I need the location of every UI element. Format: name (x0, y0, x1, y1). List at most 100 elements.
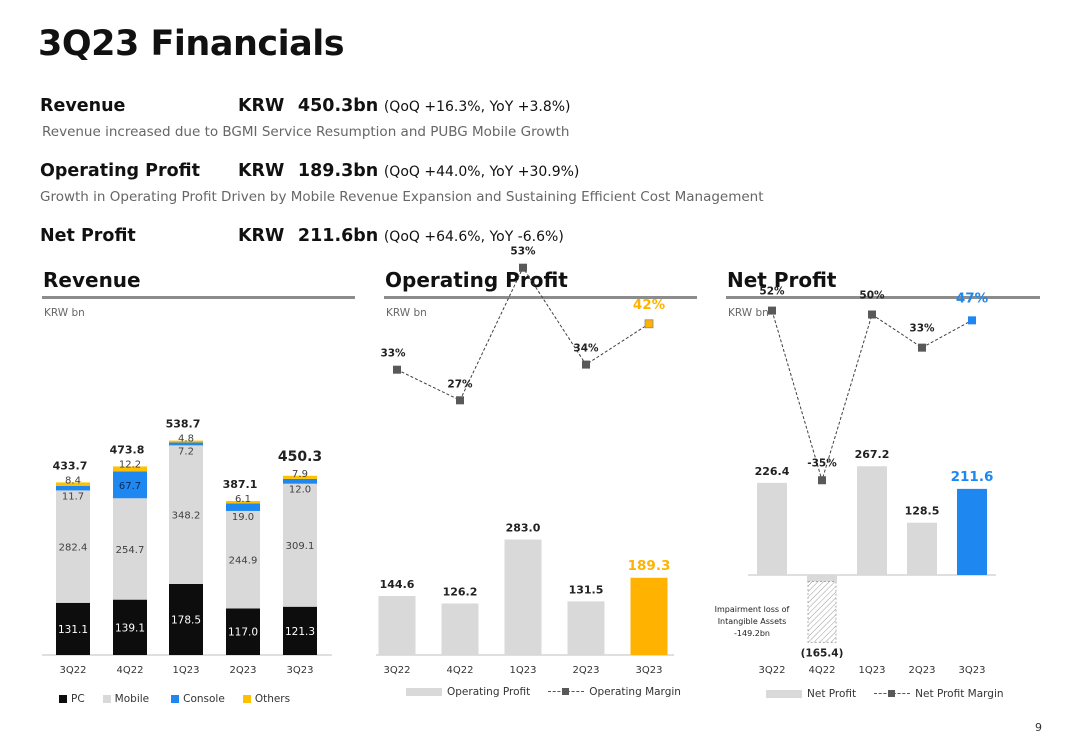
op-value-label-2Q23: 131.5 (569, 583, 604, 596)
op-legend: Operating Profit Operating Margin (406, 686, 699, 698)
revenue-label-mobile-3Q22: 282.4 (59, 543, 88, 554)
np-xtick-3Q23: 3Q23 (959, 665, 986, 676)
legend-label-pc: PC (71, 693, 85, 705)
revenue-label-others-1Q23: 4.8 (178, 434, 194, 445)
revenue-total-3Q22: 433.7 (53, 459, 88, 472)
revenue-bar-mobile-2Q23 (226, 510, 260, 609)
legend-swatch-others (242, 695, 251, 703)
np-kpi-currency: KRW (238, 226, 285, 246)
op-margin-marker-3Q23 (644, 319, 654, 329)
np-bar-1Q23 (857, 466, 887, 575)
legend-item-console: Console (171, 693, 225, 705)
np-chart-title: Net Profit (727, 268, 837, 292)
np-chart: 226.4 3Q22 (165.4) Impairment loss of Intang… (715, 286, 996, 676)
revenue-total-4Q22: 473.8 (110, 443, 145, 456)
op-margin-marker-4Q22 (456, 396, 464, 405)
op-margin-marker-1Q23 (519, 263, 527, 272)
np-annotation-line-2: Intangible Assets (718, 617, 787, 626)
revenue-bar-others-1Q23 (169, 440, 203, 443)
op-xtick-4Q22: 4Q22 (447, 665, 474, 676)
np-impairment-bar-4Q22 (807, 581, 837, 643)
legend-swatch-pc (59, 695, 67, 703)
revenue-label-others-2Q23: 6.1 (235, 494, 251, 505)
revenue-bar-console-4Q22 (113, 471, 147, 499)
revenue-label-pc-2Q23: 117.0 (228, 627, 258, 639)
np-margin-label-4Q22: -35% (807, 457, 837, 469)
legend-item-np-bar: Net Profit (766, 688, 856, 700)
revenue-section: Revenue KRW bn 131.1 282.4 11.7 8.4 433.7 3Q2… (42, 266, 355, 705)
revenue-label-pc-3Q22: 131.1 (58, 624, 88, 636)
revenue-bar-others-4Q22 (113, 466, 147, 472)
legend-item-others: Others (242, 693, 290, 705)
revenue-xtick-3Q23: 3Q23 (287, 665, 314, 676)
revenue-label-others-3Q23: 7.9 (292, 469, 308, 480)
np-margin-marker-3Q22 (768, 306, 776, 315)
revenue-bar-mobile-3Q22 (56, 490, 90, 603)
np-kpi-change: (QoQ +64.6%, YoY -6.6%) (383, 229, 564, 245)
revenue-legend: PC Mobile Console Others (59, 693, 308, 705)
op-xtick-2Q23: 2Q23 (573, 665, 600, 676)
legend-swatch-op-line (548, 688, 585, 696)
page-number: 9 (1035, 721, 1042, 734)
revenue-kpi-value: KRW 450.3bn (QoQ +16.3%, YoY +3.8%) (238, 96, 571, 116)
np-margin-marker-4Q22 (818, 476, 826, 485)
revenue-bar-console-2Q23 (226, 503, 260, 511)
np-margin-label-2Q23: 33% (909, 323, 935, 335)
legend-swatch-np-line (874, 690, 911, 698)
revenue-label-console-3Q22: 11.7 (62, 491, 84, 502)
revenue-label-mobile-2Q23: 244.9 (229, 556, 258, 567)
op-xtick-1Q23: 1Q23 (510, 665, 537, 676)
op-margin-marker-2Q23 (582, 360, 590, 369)
op-value-label-3Q23: 189.3 (628, 558, 671, 574)
op-margin-label-4Q22: 27% (447, 378, 473, 390)
revenue-bar-console-1Q23 (169, 442, 203, 446)
np-value-label-1Q23: 267.2 (855, 448, 890, 461)
revenue-title-rule (42, 296, 355, 299)
revenue-xtick-1Q23: 1Q23 (173, 665, 200, 676)
np-kpi-label: Net Profit (40, 226, 136, 246)
np-xtick-1Q23: 1Q23 (859, 665, 886, 676)
legend-item-op-line: Operating Margin (548, 686, 681, 698)
op-value-label-4Q22: 126.2 (443, 586, 478, 599)
legend-label-np-bar: Net Profit (807, 688, 857, 700)
np-margin-line (771, 310, 973, 482)
revenue-bar-mobile-4Q22 (113, 498, 147, 600)
op-bar-4Q22 (441, 603, 479, 655)
np-section: Net Profit KRW bn 226.4 3Q22 (165.4) Impair… (715, 266, 1040, 700)
revenue-bar-pc-3Q22 (56, 602, 90, 655)
legend-item-np-line: Net Profit Margin (874, 688, 1004, 700)
op-kpi-currency: KRW (238, 161, 285, 181)
op-unit-label: KRW bn (386, 307, 427, 319)
op-margin-label-1Q23: 53% (510, 246, 536, 258)
revenue-bar-pc-3Q23 (283, 606, 317, 655)
revenue-bar-pc-1Q23 (169, 583, 203, 655)
op-margin-label-3Q22: 33% (380, 348, 406, 360)
np-xtick-2Q23: 2Q23 (909, 665, 936, 676)
revenue-total-3Q23: 450.3 (278, 449, 322, 465)
np-bar-3Q22 (757, 482, 787, 575)
revenue-kpi-label: Revenue (40, 96, 126, 116)
op-value-label-3Q22: 144.6 (380, 578, 415, 591)
revenue-label-pc-1Q23: 178.5 (171, 614, 201, 626)
legend-swatch-console (171, 695, 180, 703)
op-value-label-1Q23: 283.0 (506, 522, 541, 535)
legend-item-op-bar: Operating Profit (406, 686, 530, 698)
np-annotation-line-3: -149.2bn (734, 629, 770, 638)
np-value-label-4Q22: (165.4) (801, 647, 844, 659)
op-bar-1Q23 (504, 539, 542, 655)
np-margin-label-3Q23: 47% (956, 290, 989, 306)
np-margin-marker-2Q23 (918, 343, 926, 352)
legend-item-mobile: Mobile (102, 693, 149, 705)
op-title-rule (384, 296, 697, 299)
np-margin-label-1Q23: 50% (859, 290, 885, 302)
np-value-label-3Q22: 226.4 (755, 465, 790, 478)
op-chart-title: Operating Profit (385, 268, 568, 292)
op-margin-line (396, 266, 650, 401)
op-margin-label-3Q23: 42% (633, 297, 666, 313)
revenue-bar-console-3Q23 (283, 478, 317, 484)
op-kpi-description: Growth in Operating Profit Driven by Mob… (40, 189, 764, 205)
revenue-bar-mobile-1Q23 (169, 445, 203, 584)
np-margin-label-3Q22: 52% (759, 286, 785, 298)
revenue-kpi-change: (QoQ +16.3%, YoY +3.8%) (383, 99, 571, 115)
legend-swatch-np-bar (766, 690, 802, 698)
